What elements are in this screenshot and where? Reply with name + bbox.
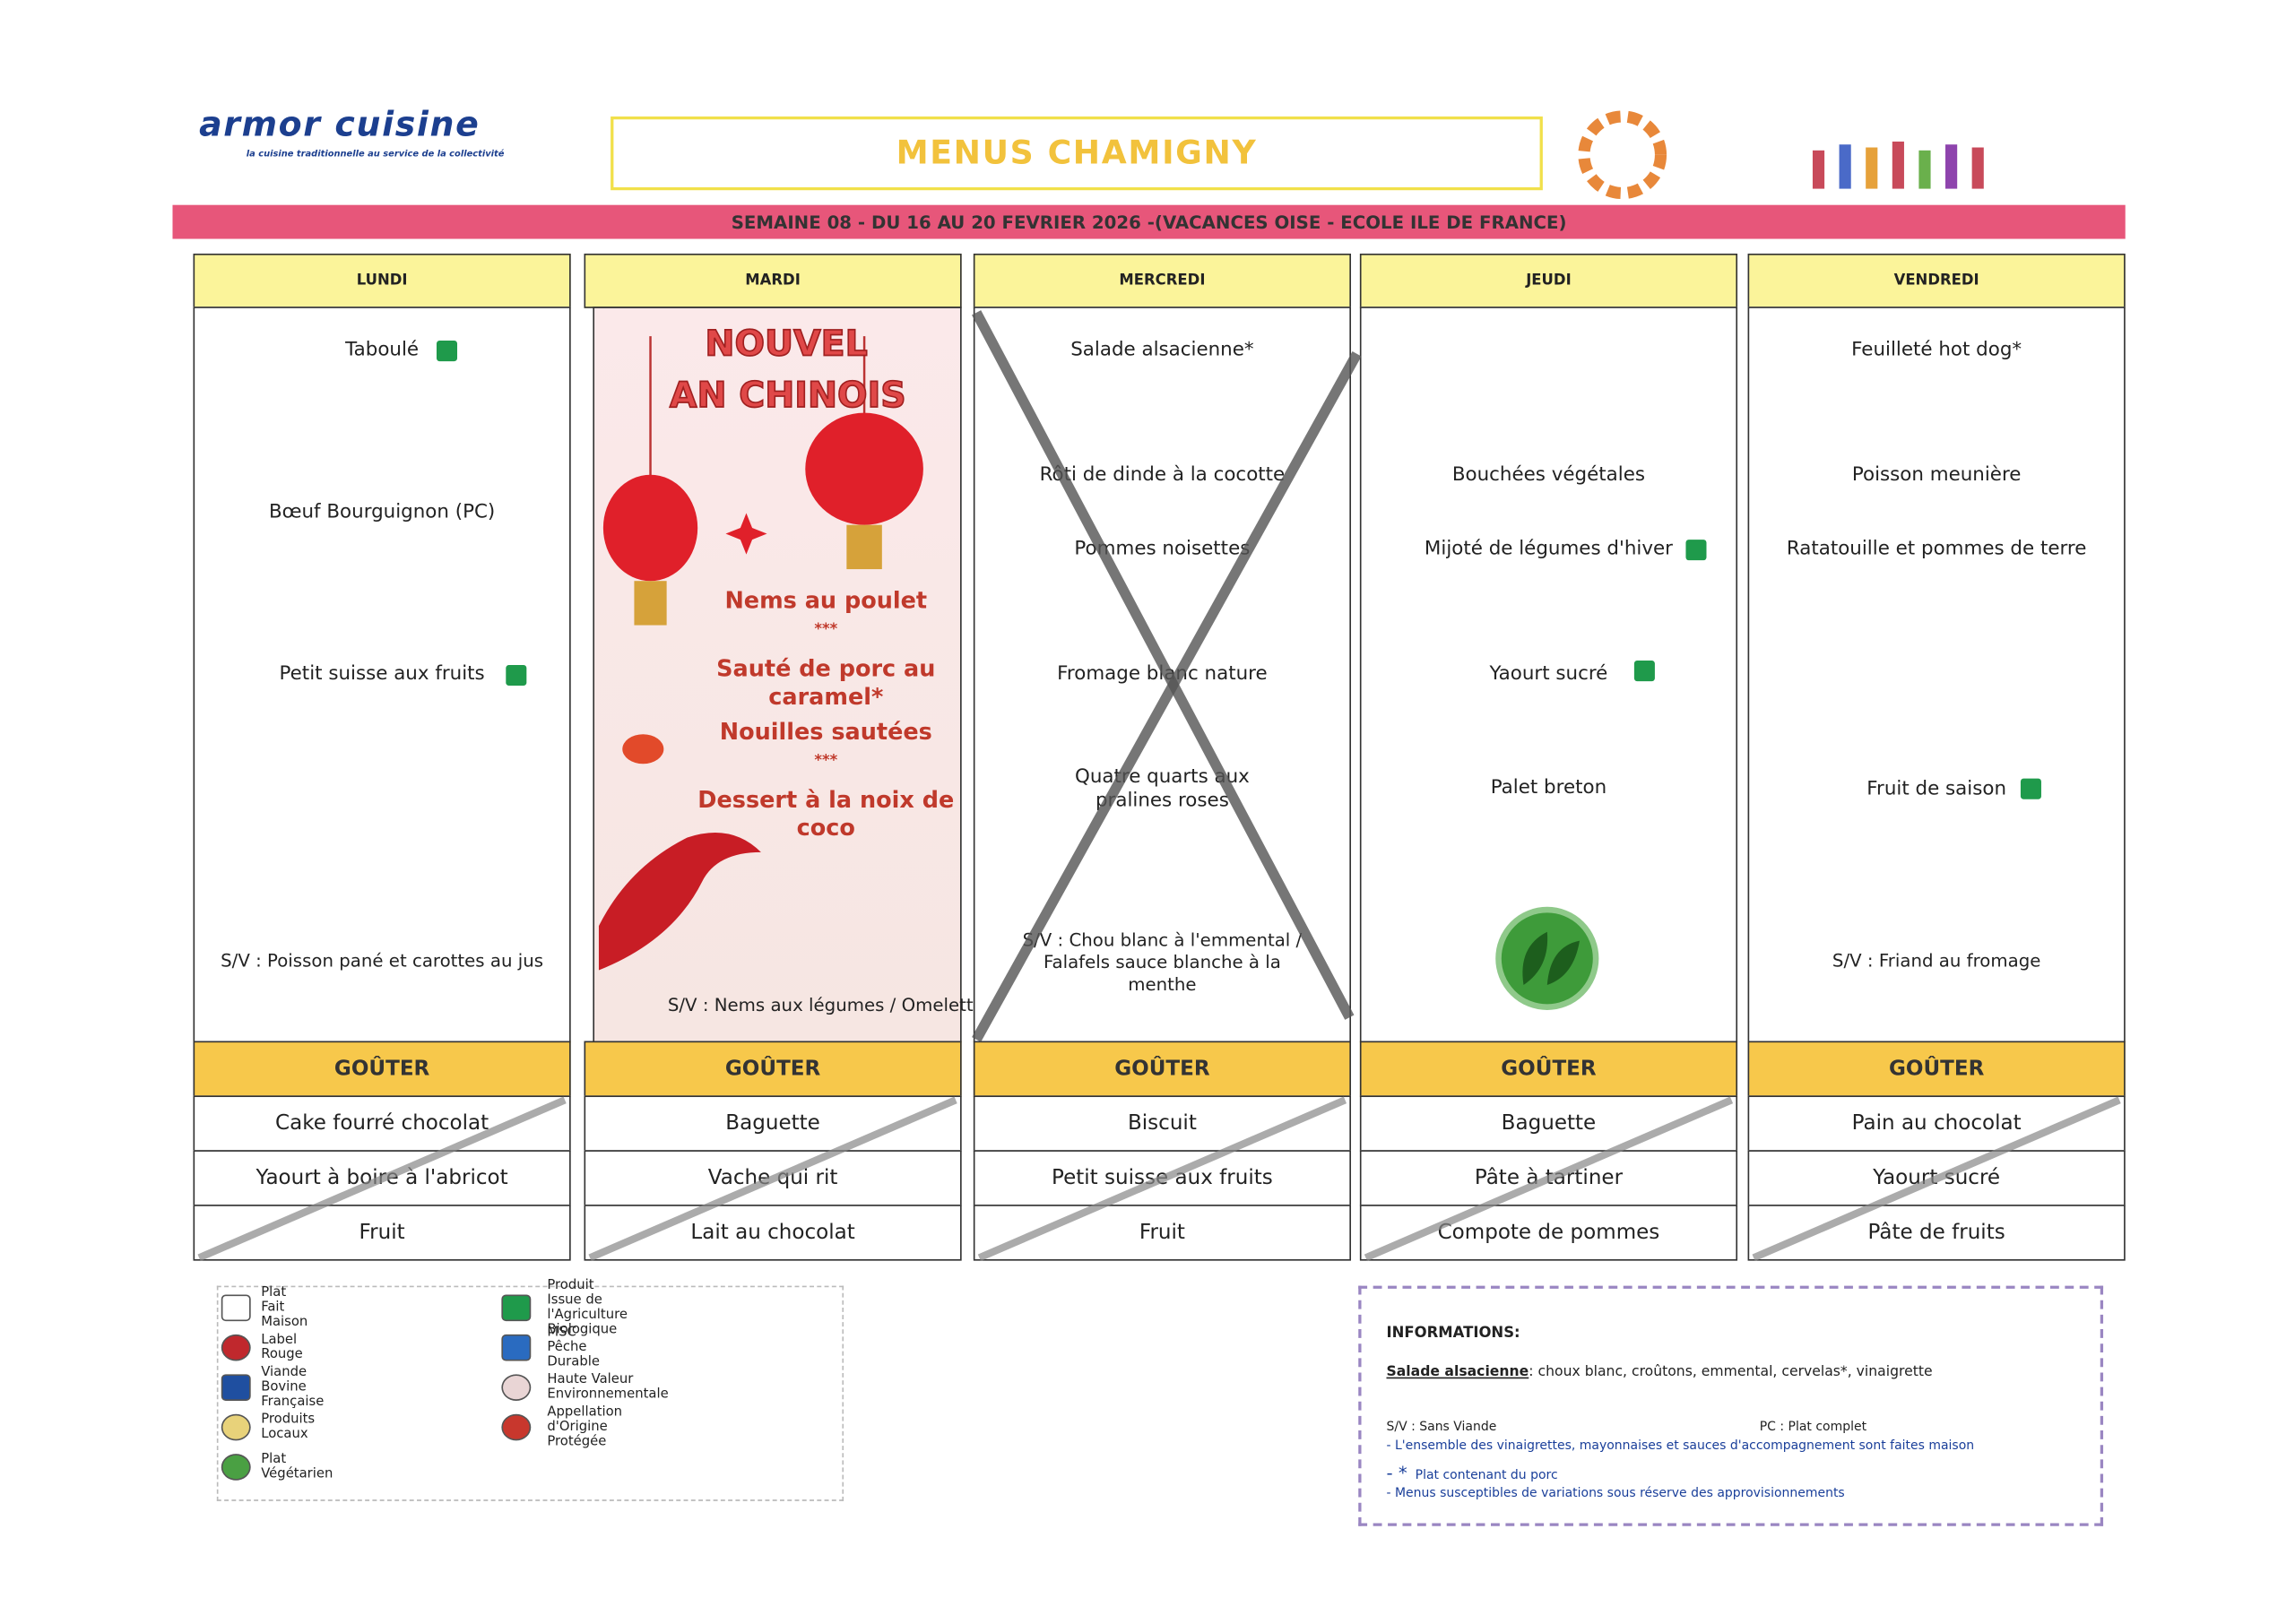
legend-label: Plat Fait Maison [261, 1285, 308, 1330]
organic-icon [1633, 661, 1655, 682]
menu-item: Nouilles sautées [719, 718, 932, 746]
menu-item: Ratatouille et pommes de terre [1786, 538, 2087, 560]
menu-item: Sauté de porc au caramel* [716, 655, 936, 711]
info-note-text: Plat contenant du porc [1415, 1468, 1558, 1484]
gouter-item: Fruit [193, 1205, 571, 1261]
info-title: INFORMATIONS: [1386, 1326, 1520, 1343]
menu-item: S/V : Friand au fromage [1832, 950, 2041, 972]
legend-label: Plat Végétarien [261, 1452, 333, 1482]
menu-item: Pommes noisettes [1074, 538, 1251, 560]
info-salade: Salade alsacienne: choux blanc, croûtons… [1386, 1364, 1932, 1380]
menu-item: Dessert à la noix de coco [697, 786, 955, 842]
gouter-item: Biscuit [973, 1095, 1352, 1152]
gouter-header: GOÛTER [584, 1041, 962, 1098]
gouter-header: GOÛTER [1359, 1041, 1738, 1098]
menu-item: S/V : Nems aux légumes / Omelette [667, 994, 984, 1015]
gouter-item: Baguette [1359, 1095, 1738, 1152]
legend-label: MSC Pêche Durable [547, 1326, 600, 1370]
gouter-item: Yaourt sucré [1747, 1150, 2126, 1206]
menu-item: Bœuf Bourguignon (PC) [268, 501, 496, 523]
gouter-item: Fruit [973, 1205, 1352, 1261]
day-header: MERCREDI [973, 253, 1352, 308]
week-banner: SEMAINE 08 - DU 16 AU 20 FEVRIER 2026 -(… [172, 204, 2126, 239]
menu-item: Mijoté de légumes d'hiver [1424, 538, 1673, 560]
info-box [1358, 1285, 2104, 1526]
week-text: SEMAINE 08 - DU 16 AU 20 FEVRIER 2026 -(… [731, 212, 1567, 233]
menu-item: Rôti de dinde à la cocotte [1039, 464, 1286, 487]
gouter-header: GOÛTER [193, 1041, 571, 1098]
gouter-item: Pâte de fruits [1747, 1205, 2126, 1261]
menu-item: Palet breton [1490, 776, 1607, 799]
legend-icon [221, 1294, 251, 1322]
menu-item: *** [814, 621, 838, 638]
menu-item: Nems au poulet [724, 587, 928, 614]
gouter-item: Yaourt à boire à l'abricot [193, 1150, 571, 1206]
menu-item: Poisson meunière [1851, 464, 2022, 487]
gouter-header: GOÛTER [973, 1041, 1352, 1098]
menu-item: Petit suisse aux fruits [279, 663, 485, 686]
gouter-item: Pain au chocolat [1747, 1095, 2126, 1152]
gouter-header: GOÛTER [1747, 1041, 2126, 1098]
salade-text: : choux blanc, croûtons, emmental, cerve… [1529, 1363, 1933, 1380]
theme-title: AN CHINOIS [669, 374, 906, 417]
legend-label: Viande Bovine Française [261, 1365, 325, 1410]
info-note: - L'ensemble des vinaigrettes, mayonnais… [1386, 1438, 1975, 1455]
legend-icon [501, 1294, 532, 1322]
logo: armor cuisine [199, 106, 481, 145]
menu-item: Salade alsacienne* [1070, 339, 1254, 361]
info-sv: S/V : Sans Viande [1386, 1420, 1497, 1435]
info-pc: PC : Plat complet [1759, 1420, 1867, 1435]
legend-icon [221, 1334, 251, 1361]
day-header: VENDREDI [1747, 253, 2126, 308]
info-note: - * Plat contenant du porc [1386, 1463, 1558, 1484]
menu-item: Taboulé [345, 339, 420, 361]
organic-icon [1685, 540, 1707, 561]
day-header: LUNDI [193, 253, 571, 308]
day-body [1747, 307, 2126, 1043]
theme-title: NOUVEL [705, 322, 869, 365]
menu-item: Yaourt sucré [1489, 663, 1608, 686]
tagline: la cuisine traditionnelle au service de … [246, 149, 505, 160]
kids-circle-image [1578, 110, 1667, 200]
organic-icon [436, 341, 458, 362]
title: MENUS CHAMIGNY [896, 134, 1258, 172]
chinese-new-year-art [598, 336, 923, 971]
legend-label: Produits Locaux [261, 1412, 316, 1443]
menu-item: S/V : Chou blanc à l'emmental / Falafels… [1022, 929, 1303, 995]
legend-label: Haute Valeur Environnementale [547, 1372, 669, 1403]
legend-icon [501, 1374, 532, 1401]
menu-item: Bouchées végétales [1451, 464, 1646, 487]
menu-item: Fruit de saison [1866, 778, 2007, 801]
title-box: MENUS CHAMIGNY [611, 116, 1543, 191]
legend-icon [221, 1374, 251, 1401]
organic-icon [506, 664, 527, 687]
menu-item: Quatre quarts aux pralines roses [1074, 766, 1250, 813]
menu-item: *** [814, 753, 838, 770]
day-header: JEUDI [1359, 253, 1738, 308]
gouter-item: Baguette [584, 1095, 962, 1152]
legend-label: Label Rouge [261, 1333, 303, 1363]
legend-label: Produit Issue de l'Agriculture Biologiqu… [547, 1278, 628, 1338]
gouter-item: Lait au chocolat [584, 1205, 962, 1261]
legend-icon [221, 1454, 251, 1481]
menu-item: Fromage blanc nature [1057, 663, 1268, 686]
legend-box [216, 1285, 844, 1501]
gouter-item: Vache qui rit [584, 1150, 962, 1206]
gouter-item: Cake fourré chocolat [193, 1095, 571, 1152]
kids-group-image [1812, 141, 1984, 189]
legend-icon [501, 1334, 532, 1361]
legend-icon [501, 1413, 532, 1441]
gouter-item: Petit suisse aux fruits [973, 1150, 1352, 1206]
gouter-item: Pâte à tartiner [1359, 1150, 1738, 1206]
legend-label: Appellation d'Origine Protégée [547, 1404, 623, 1450]
day-header: MARDI [584, 253, 962, 308]
legend-icon [221, 1413, 251, 1441]
menu-item: S/V : Poisson pané et carottes au jus [221, 950, 544, 972]
menu-item: Feuilleté hot dog* [1851, 339, 2022, 361]
organic-icon [2020, 778, 2041, 799]
salade-name: Salade alsacienne [1386, 1363, 1529, 1380]
info-note: - Menus susceptibles de variations sous … [1386, 1486, 1845, 1501]
gouter-item: Compote de pommes [1359, 1205, 1738, 1261]
